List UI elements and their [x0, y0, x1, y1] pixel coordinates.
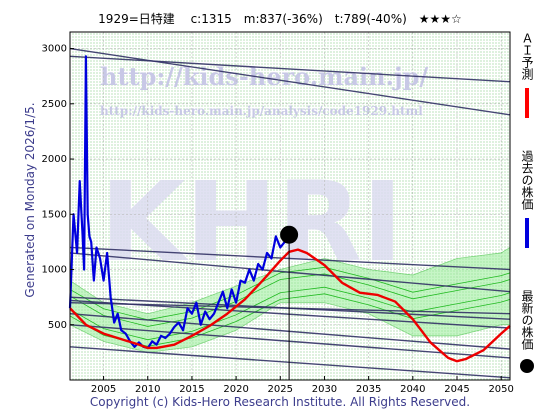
x-tick-label: 2005	[91, 384, 116, 395]
trend-line	[69, 47, 511, 116]
x-tick-label: 2035	[356, 384, 381, 395]
legend-label: 過去の株価	[520, 150, 534, 210]
watermark: http://kids-hero.main.jp/http://kids-her…	[100, 62, 428, 286]
trend-lines	[69, 47, 511, 379]
trend-line	[69, 299, 511, 329]
y-tick-label: 1500	[42, 209, 67, 220]
legend-dot-icon	[520, 359, 534, 373]
band-line	[69, 273, 511, 327]
watermark-url-main: http://kids-hero.main.jp/	[100, 62, 428, 91]
x-tick-label: 2040	[400, 384, 425, 395]
trend-line	[69, 346, 511, 379]
y-tick-label: 1000	[42, 265, 67, 276]
x-tick-label: 2015	[179, 384, 204, 395]
y-tick-label: 500	[48, 320, 67, 331]
trend-line	[69, 246, 511, 271]
series-lines	[68, 55, 511, 363]
series-ai-forecast	[69, 248, 511, 363]
legend-label: 最新の株価	[520, 290, 534, 350]
x-tick-label: 2050	[488, 384, 513, 395]
axes: 2005 2010 2015 2020 2025 2030 2035 2040 2045 2050…	[42, 31, 514, 395]
legend-item: 過去の株価	[520, 150, 534, 248]
legend-label: ＡＩ予測	[520, 32, 534, 81]
x-tick-label: 2020	[223, 384, 248, 395]
x-tick-label: 2025	[268, 384, 293, 395]
band-line	[69, 266, 511, 321]
watermark-url-analysis: http://kids-hero.main.jp/analysis/code19…	[100, 104, 423, 118]
grid-lines	[70, 32, 510, 380]
x-tick-label: 2010	[135, 384, 160, 395]
watermark-logo: KHRI	[100, 158, 403, 286]
copyright: Copyright (c) Kids-Hero Research Institu…	[89, 395, 471, 409]
y-tick-label: 2500	[42, 99, 67, 110]
generated-date-text: Generated on Monday 2026/1/5.	[23, 102, 37, 298]
series-past-prices	[68, 55, 291, 350]
trend-line	[69, 252, 511, 293]
trend-line	[69, 313, 511, 350]
y-tick-label: 3000	[42, 44, 67, 55]
band-line	[69, 286, 511, 341]
x-tick-label: 2045	[444, 384, 469, 395]
current-price-marker	[280, 225, 299, 380]
plot-frame	[69, 31, 511, 381]
legend-item: ＡＩ予測	[520, 32, 534, 118]
generated-date: Generated on Monday 2026/1/5.	[20, 60, 40, 340]
trend-line	[69, 55, 511, 83]
x-tick-label: 2030	[312, 384, 337, 395]
y-tick-label: 2000	[42, 154, 67, 165]
legend-item: 最新の株価	[520, 290, 534, 373]
chart-title: 1929=日特建 c:1315 m:837(-36%) t:789(-40%) …	[98, 12, 462, 26]
current-price-dot	[280, 225, 299, 244]
trend-line	[69, 324, 511, 359]
